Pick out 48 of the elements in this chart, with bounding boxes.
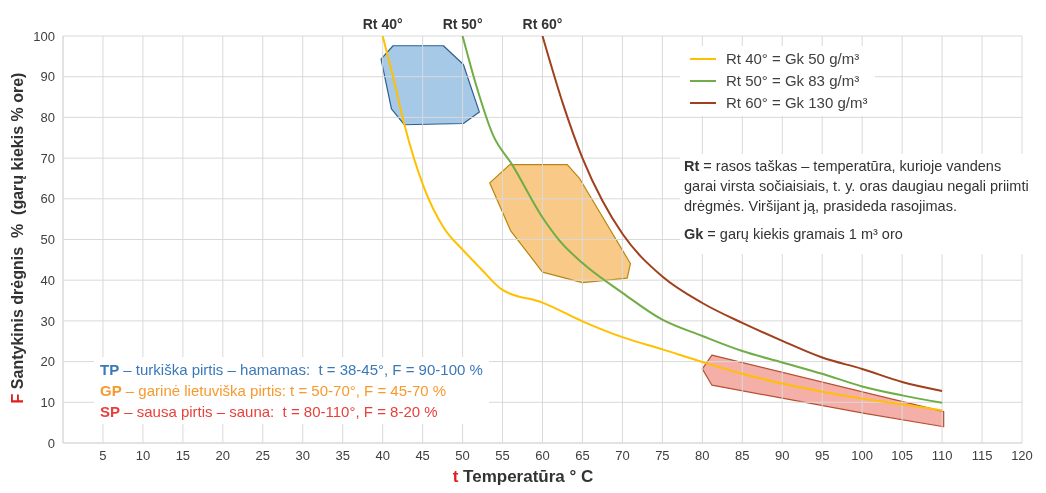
y-tick-label: 70: [40, 150, 55, 166]
y-axis-title: F Santykinis drėgnis % (garų kiekis % ore): [9, 71, 27, 405]
x-tick-label: 15: [175, 448, 191, 464]
annotation: Gk = garų kiekis gramais 1 m³ oro: [684, 226, 903, 242]
y-tick-label: 0: [47, 435, 55, 451]
x-tick-label: 70: [615, 448, 630, 464]
annotation: Rt = rasos taškas – temperatūra, kurioje vandens garai virsta sočiaisiais, t. y. oras daugiau negali priimti drėgmės. Viršijant ją, prasideda rasojimas.: [684, 158, 1029, 214]
x-tick-label: 25: [255, 448, 271, 464]
annotation: SP – sausa pirtis – sauna: t = 80-110°, F = 8-20 %: [100, 403, 438, 420]
x-axis-title: t Temperatūra ° C: [451, 467, 595, 487]
x-tick-label: 20: [215, 448, 231, 464]
x-tick-label: 80: [695, 448, 710, 464]
y-tick-label: 50: [40, 232, 55, 248]
x-tick-label: 85: [735, 448, 750, 464]
x-tick-label: 30: [295, 448, 310, 464]
y-tick-label: 30: [40, 313, 55, 329]
x-tick-label: 115: [971, 448, 993, 464]
x-tick-label: 105: [891, 448, 913, 464]
x-tick-label: 5: [99, 448, 107, 464]
x-tick-label: 35: [335, 448, 350, 464]
annotation: TP – turkiška pirtis – hamamas: t = 38-45°, F = 90-100 %: [100, 361, 483, 378]
x-tick-label: 110: [931, 448, 953, 464]
y-tick-label: 40: [40, 272, 55, 288]
text: Rt 50°: [441, 16, 484, 32]
x-tick-label: 90: [775, 448, 790, 464]
x-tick-label: 45: [415, 448, 430, 464]
y-tick-label: 80: [40, 110, 55, 126]
x-tick-label: 120: [1011, 448, 1033, 464]
x-tick-label: 100: [851, 448, 874, 464]
annotation: GP – garinė lietuviška pirtis: t = 50-70°, F = 45-70 %: [100, 382, 447, 399]
x-tick-label: 55: [495, 448, 510, 464]
x-tick-label: 60: [535, 448, 550, 464]
legend-label: Rt 40° = Gk 50 g/m³: [726, 49, 860, 69]
text: Rt 40°: [361, 16, 404, 32]
x-tick-label: 10: [135, 448, 151, 464]
y-tick-label: 90: [40, 69, 55, 85]
x-tick-label: 40: [375, 448, 390, 464]
legend-label: Rt 50° = Gk 83 g/m³: [726, 71, 860, 91]
x-tick-label: 65: [575, 448, 590, 464]
y-tick-label: 20: [40, 354, 55, 370]
x-tick-label: 95: [814, 448, 830, 464]
x-tick-label: 75: [655, 448, 670, 464]
y-tick-label: 10: [40, 394, 55, 410]
y-tick-label: 60: [40, 191, 55, 207]
legend-label: Rt 60° = Gk 130 g/m³: [726, 93, 868, 113]
x-tick-label: 50: [455, 448, 470, 464]
text: Rt 60°: [521, 16, 564, 32]
y-tick-label: 100: [33, 28, 55, 44]
